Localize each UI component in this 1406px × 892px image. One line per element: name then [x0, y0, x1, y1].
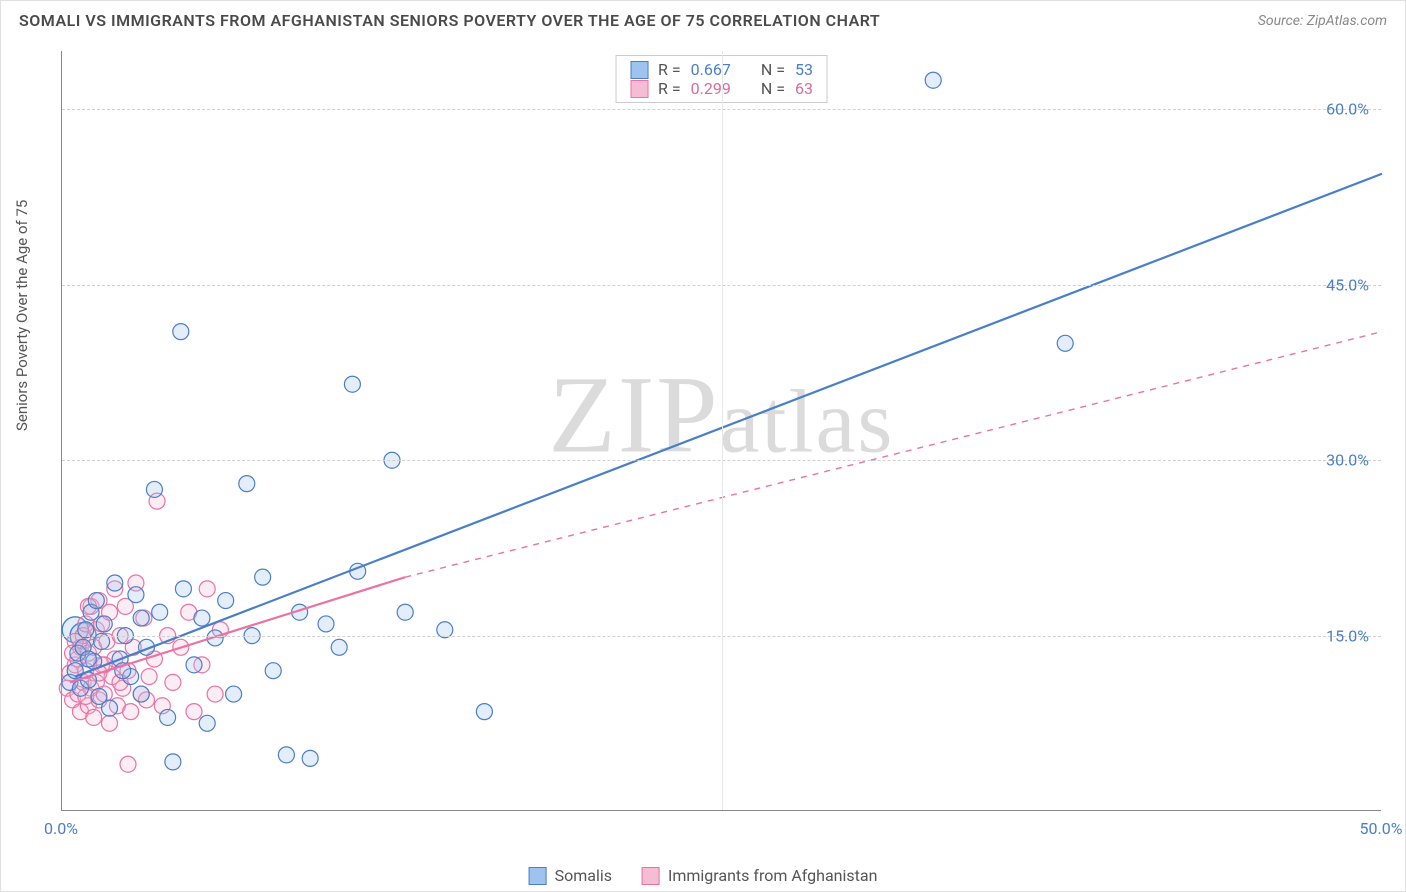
scatter-point [199, 715, 215, 731]
grid-line-v [722, 51, 723, 810]
legend-swatch [642, 867, 660, 885]
scatter-point [120, 756, 136, 772]
scatter-point [133, 686, 149, 702]
scatter-point [186, 704, 202, 720]
scatter-point [199, 581, 215, 597]
scatter-point [239, 476, 255, 492]
scatter-point [925, 72, 941, 88]
scatter-point [141, 669, 157, 685]
scatter-point [1057, 335, 1073, 351]
series-legend: Somalis Immigrants from Afghanistan [529, 866, 878, 885]
scatter-point [186, 657, 202, 673]
chart-container: SOMALI VS IMMIGRANTS FROM AFGHANISTAN SE… [0, 0, 1406, 892]
scatter-point [175, 581, 191, 597]
scatter-point [128, 587, 144, 603]
legend-swatch [529, 867, 547, 885]
series-legend-label: Somalis [555, 866, 612, 885]
y-axis-label: Seniors Poverty Over the Age of 75 [13, 200, 31, 431]
scatter-point [165, 754, 181, 770]
chart-title: SOMALI VS IMMIGRANTS FROM AFGHANISTAN SE… [19, 11, 880, 30]
series-legend-item: Immigrants from Afghanistan [642, 866, 877, 885]
scatter-point [476, 704, 492, 720]
scatter-point [165, 674, 181, 690]
scatter-point [218, 593, 234, 609]
series-legend-item: Somalis [529, 866, 612, 885]
x-tick-label: 50.0% [1360, 819, 1403, 838]
scatter-point [207, 686, 223, 702]
scatter-point [278, 747, 294, 763]
scatter-point [226, 686, 242, 702]
x-tick-label: 0.0% [44, 819, 78, 838]
scatter-point [255, 569, 271, 585]
scatter-point [160, 709, 176, 725]
scatter-point [102, 715, 118, 731]
plot-area: ZIPatlas R =0.667N =53R =0.299N =63 15.0… [61, 51, 1381, 811]
scatter-point [194, 610, 210, 626]
scatter-point [265, 663, 281, 679]
trend-line-somali [75, 174, 1382, 677]
scatter-point [88, 593, 104, 609]
series-legend-label: Immigrants from Afghanistan [668, 866, 877, 885]
scatter-point [331, 639, 347, 655]
scatter-point [102, 700, 118, 716]
scatter-point [86, 709, 102, 725]
scatter-point [397, 604, 413, 620]
scatter-point [80, 651, 96, 667]
scatter-point [318, 616, 334, 632]
y-tick-label: 45.0% [1326, 275, 1369, 294]
scatter-point [152, 604, 168, 620]
y-tick-label: 30.0% [1326, 451, 1369, 470]
scatter-point [146, 481, 162, 497]
scatter-point [344, 376, 360, 392]
scatter-point [302, 750, 318, 766]
chart-source: Source: ZipAtlas.com [1258, 13, 1387, 29]
chart-header: SOMALI VS IMMIGRANTS FROM AFGHANISTAN SE… [1, 1, 1405, 36]
scatter-point [123, 704, 139, 720]
scatter-point [173, 324, 189, 340]
scatter-point [96, 616, 112, 632]
y-tick-label: 60.0% [1326, 100, 1369, 119]
trend-line-afghan-dash [405, 332, 1382, 578]
scatter-point [133, 610, 149, 626]
scatter-point [107, 575, 123, 591]
y-tick-label: 15.0% [1326, 626, 1369, 645]
